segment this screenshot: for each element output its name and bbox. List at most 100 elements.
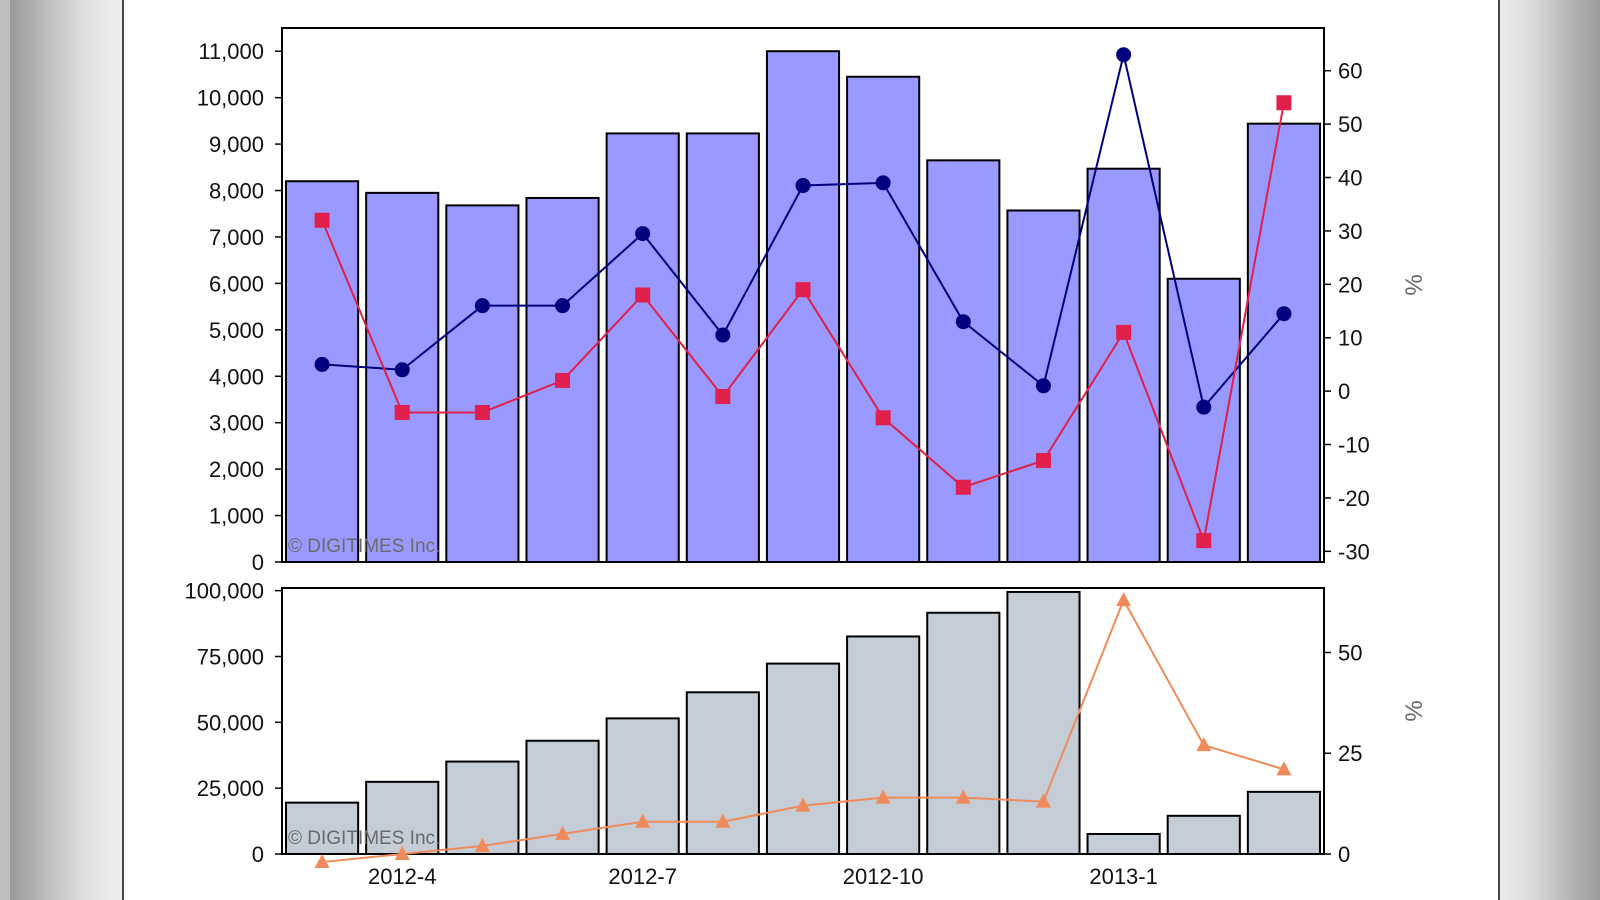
bottom-orange-series-point bbox=[715, 813, 731, 828]
bottom-left-tick-label: 50,000 bbox=[197, 710, 264, 735]
top-bar bbox=[685, 132, 760, 563]
top-dark-series-point bbox=[795, 178, 811, 194]
bottom-orange-series-point bbox=[314, 854, 330, 869]
bottom-right-tick-label: 25 bbox=[1338, 741, 1362, 766]
bottom-orange-series-point bbox=[1276, 761, 1292, 776]
bottom-bar bbox=[1246, 790, 1321, 855]
top-red-series-point bbox=[394, 404, 410, 420]
top-left-tick-label: 8,000 bbox=[209, 179, 264, 204]
top-left-tick-label: 4,000 bbox=[209, 364, 264, 389]
top-right-tick-label: 50 bbox=[1338, 112, 1362, 137]
bottom-bar bbox=[1166, 814, 1241, 856]
top-bar bbox=[1086, 167, 1161, 563]
top-dark-series-point bbox=[635, 226, 651, 242]
top-dark-series-point bbox=[875, 175, 891, 191]
top-bar bbox=[605, 132, 680, 563]
bottom-right-tick-label: 50 bbox=[1338, 640, 1362, 665]
top-right-tick-label: -10 bbox=[1338, 433, 1370, 458]
bottom-bar bbox=[926, 611, 1001, 855]
x-tick-label: 2012-4 bbox=[368, 864, 437, 889]
top-bar bbox=[926, 159, 1001, 563]
top-dark-series-point bbox=[474, 298, 490, 314]
top-right-tick-label: 10 bbox=[1338, 326, 1362, 351]
bottom-bar bbox=[285, 801, 360, 855]
x-tick-label: 2012-7 bbox=[608, 864, 677, 889]
x-tick-label: 2012-10 bbox=[843, 864, 924, 889]
bottom-bar bbox=[765, 662, 841, 855]
top-bar bbox=[1166, 277, 1241, 563]
bottom-panel: 0 25,000 50,000 75,000 100,000 0 25 50% © DIGITI… bbox=[184, 579, 1428, 889]
bottom-bar bbox=[1006, 590, 1081, 855]
top-panel: 0 1,000 2,000 3,000 4,000 5,000 6,000 7,000 8,00… bbox=[197, 27, 1428, 575]
top-bar bbox=[445, 204, 520, 564]
top-red-series-point bbox=[1116, 324, 1132, 340]
bottom-bar bbox=[685, 691, 760, 856]
top-dark-series-point bbox=[555, 298, 571, 314]
top-right-tick-label: -20 bbox=[1338, 486, 1370, 511]
top-left-tick-label: 9,000 bbox=[209, 132, 264, 157]
bottom-orange-series-point bbox=[1196, 737, 1212, 752]
bottom-bar bbox=[605, 717, 680, 855]
top-dark-series-point bbox=[715, 327, 731, 343]
top-bar bbox=[765, 50, 841, 564]
top-bar bbox=[846, 75, 921, 563]
top-right-tick-label: 40 bbox=[1338, 166, 1362, 191]
top-left-tick-label: 3,000 bbox=[209, 411, 264, 436]
top-bar bbox=[365, 191, 440, 563]
bottom-left-tick-label: 100,000 bbox=[184, 579, 264, 604]
bottom-watermark: © DIGITIMES Inc. bbox=[288, 828, 440, 849]
top-right-tick-label: -30 bbox=[1338, 539, 1370, 564]
bottom-left-tick-label: 0 bbox=[252, 842, 264, 867]
bottom-right-axis-label: % bbox=[1401, 700, 1428, 721]
x-tick-label: 2013-1 bbox=[1089, 864, 1158, 889]
top-left-tick-label: 7,000 bbox=[209, 225, 264, 250]
top-dark-series-point bbox=[1035, 378, 1051, 394]
bottom-orange-series-point bbox=[474, 837, 490, 852]
top-red-series-point bbox=[955, 479, 971, 495]
top-right-tick-label: 60 bbox=[1338, 59, 1362, 84]
top-red-series-point bbox=[1276, 95, 1292, 111]
bottom-bar bbox=[846, 635, 921, 855]
top-red-series-point bbox=[555, 372, 571, 388]
top-right-tick-label: 20 bbox=[1338, 272, 1362, 297]
top-dark-series-point bbox=[955, 314, 971, 330]
top-right-axis-label: % bbox=[1401, 274, 1428, 295]
bottom-orange-series-point bbox=[875, 789, 891, 804]
top-left-tick-label: 0 bbox=[252, 550, 264, 575]
bottom-left-tick-label: 75,000 bbox=[197, 644, 264, 669]
bottom-right-tick-label: 0 bbox=[1338, 842, 1350, 867]
top-left-tick-label: 1,000 bbox=[209, 504, 264, 529]
bottom-orange-series-point bbox=[394, 846, 410, 860]
top-dark-series-point bbox=[394, 362, 410, 378]
top-dark-series-point bbox=[314, 356, 330, 372]
top-dark-series-point bbox=[1116, 47, 1132, 63]
top-left-tick-label: 2,000 bbox=[209, 457, 264, 482]
bottom-orange-series-point bbox=[1116, 592, 1132, 607]
top-red-series-point bbox=[314, 212, 330, 228]
bottom-orange-series-point bbox=[795, 797, 811, 812]
top-red-series-point bbox=[795, 282, 811, 298]
bottom-bar bbox=[1086, 832, 1161, 855]
top-red-series-point bbox=[715, 388, 731, 404]
top-red-series-point bbox=[635, 287, 651, 303]
top-dark-series-point bbox=[1276, 306, 1292, 322]
top-right-tick-label: 0 bbox=[1338, 379, 1350, 404]
top-right-tick-label: 30 bbox=[1338, 219, 1362, 244]
top-red-series-point bbox=[474, 404, 490, 420]
top-red-series-point bbox=[1035, 453, 1051, 469]
bottom-orange-series-point bbox=[955, 789, 971, 804]
top-watermark: © DIGITIMES Inc. bbox=[288, 536, 440, 557]
bottom-orange-series-point bbox=[635, 813, 651, 828]
top-red-series-point bbox=[875, 410, 891, 426]
top-left-tick-label: 10,000 bbox=[197, 86, 264, 111]
bottom-orange-series-point bbox=[1035, 793, 1051, 808]
top-left-tick-label: 11,000 bbox=[198, 39, 264, 64]
bottom-bar bbox=[365, 780, 440, 856]
top-left-tick-label: 6,000 bbox=[209, 271, 264, 296]
top-red-series-point bbox=[1196, 533, 1212, 549]
bottom-left-tick-label: 25,000 bbox=[197, 776, 264, 801]
top-left-tick-label: 5,000 bbox=[209, 318, 264, 343]
bottom-orange-series-point bbox=[555, 825, 571, 840]
top-dark-series-point bbox=[1196, 399, 1212, 415]
